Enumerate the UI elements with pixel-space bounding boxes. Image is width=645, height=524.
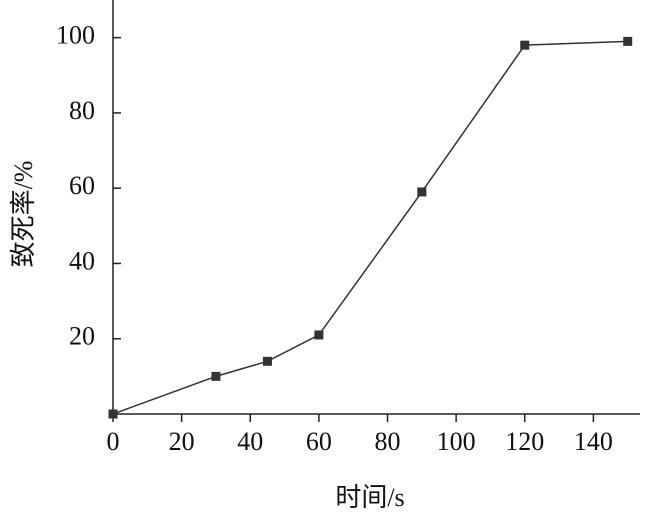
data-point (314, 330, 324, 340)
x-tick-label: 0 (107, 427, 120, 456)
x-axis-label: 时间/s (335, 483, 404, 512)
data-point (417, 187, 427, 197)
x-tick-label: 40 (237, 427, 263, 456)
x-tick-label: 80 (375, 427, 401, 456)
y-tick-label: 80 (69, 96, 95, 125)
data-point (520, 40, 530, 50)
data-point (262, 356, 272, 366)
data-point (623, 36, 633, 46)
y-tick-label: 100 (56, 21, 95, 50)
y-tick-label: 60 (69, 171, 95, 200)
x-tick-label: 140 (574, 427, 613, 456)
y-tick-label: 40 (69, 246, 95, 275)
y-tick-label: 20 (69, 322, 95, 351)
data-point (108, 409, 118, 419)
y-axis-label: 致死率/% (9, 161, 38, 268)
data-line (112, 40, 628, 415)
x-tick-label: 120 (505, 427, 544, 456)
x-tick-label: 20 (169, 427, 195, 456)
x-tick-label: 100 (437, 427, 476, 456)
data-point (211, 371, 221, 381)
x-tick-label: 60 (306, 427, 332, 456)
